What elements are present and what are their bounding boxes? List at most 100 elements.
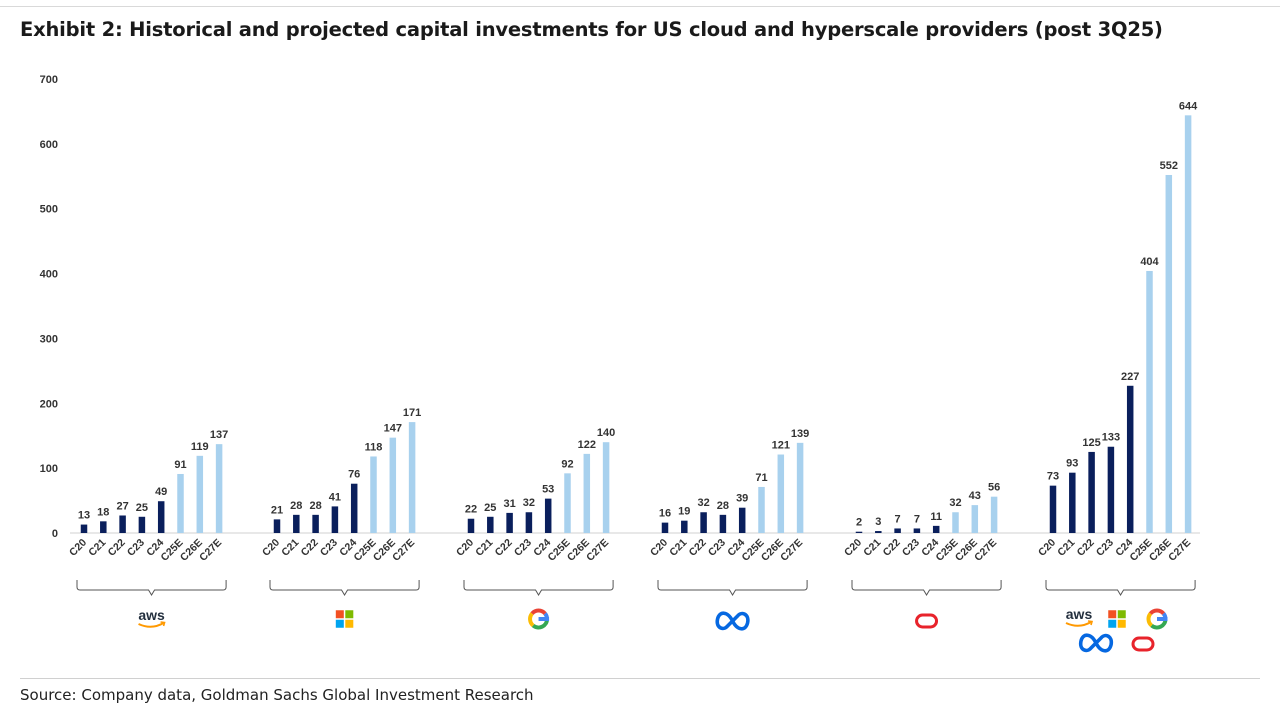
google-logo-arc [530, 608, 547, 615]
bar [350, 483, 358, 533]
microsoft-logo [1108, 610, 1126, 628]
y-tick-label: 0 [52, 528, 58, 540]
data-label: 49 [155, 486, 167, 498]
aws-smile [138, 622, 165, 628]
microsoft-logo-square [345, 610, 354, 619]
data-label: 19 [678, 506, 690, 518]
microsoft-logo-square [1108, 619, 1117, 628]
bar [408, 422, 416, 533]
data-label: 133 [1102, 432, 1120, 444]
source-note: Source: Company data, Goldman Sachs Glob… [20, 686, 534, 704]
bar [602, 442, 610, 533]
bar [157, 501, 165, 533]
bar [894, 528, 901, 533]
y-tick-label: 400 [40, 269, 58, 281]
x-tick-label: C21 [667, 537, 689, 559]
y-axis: 0 100 200 300 400 500 600 700 [40, 74, 58, 540]
bar [1107, 446, 1115, 533]
bar [719, 514, 727, 533]
data-label: 25 [136, 502, 148, 514]
bar [370, 456, 377, 533]
data-label: 39 [736, 493, 748, 505]
data-label: 11 [930, 511, 942, 523]
data-label: 139 [791, 428, 809, 440]
y-tick-label: 200 [40, 398, 58, 410]
y-tick-label: 100 [40, 463, 58, 475]
x-tick-label: C27E [778, 537, 805, 564]
microsoft-logo-square [335, 619, 344, 628]
bar [1088, 451, 1095, 533]
data-label: 22 [465, 504, 477, 516]
x-tick-label: C20 [1036, 537, 1058, 559]
x-tick-label: C21 [861, 537, 883, 559]
aws-logo: aws [1065, 606, 1094, 627]
chart-title: Exhibit 2: Historical and projected capi… [20, 18, 1163, 41]
bar [1069, 472, 1076, 533]
google-logo-bar [538, 617, 550, 621]
x-tick-label: C20 [842, 537, 864, 559]
y-tick-label: 500 [40, 204, 58, 216]
data-label: 552 [1160, 160, 1178, 172]
data-label: 3 [875, 516, 881, 528]
x-tick-label: C27E [972, 537, 999, 564]
data-label: 7 [914, 513, 920, 525]
bar [661, 522, 669, 533]
x-tick-label: C20 [648, 537, 670, 559]
data-label: 125 [1082, 437, 1100, 449]
data-label: 18 [97, 506, 109, 518]
x-tick-label: C27E [584, 537, 611, 564]
data-label: 118 [365, 441, 383, 453]
aws-logo-text: aws [1066, 606, 1093, 622]
bar-group: 13C2018C2127C2225C2349C2491C25E119C26E13… [67, 429, 228, 564]
bar [80, 524, 88, 533]
x-tick-label: C23 [1094, 537, 1116, 559]
data-label: 32 [523, 497, 535, 509]
google-logo [528, 608, 550, 630]
x-tick-label: C22 [106, 537, 128, 559]
x-tick-label: C27E [197, 537, 224, 564]
x-tick-label: C22 [881, 537, 903, 559]
x-tick-label: C20 [454, 537, 476, 559]
data-label: 13 [78, 510, 90, 522]
data-label: 41 [329, 491, 341, 503]
bar [777, 454, 785, 533]
data-label: 171 [403, 407, 421, 419]
google-logo-arc [1148, 608, 1166, 615]
bar [971, 505, 979, 533]
bar [1146, 270, 1153, 533]
bar [506, 512, 513, 533]
x-tick-label: C22 [299, 537, 321, 559]
bottom-rule [20, 678, 1260, 679]
data-label: 404 [1140, 256, 1159, 268]
data-label: 121 [772, 440, 790, 452]
bar [467, 518, 475, 533]
bar [990, 496, 998, 533]
bar-group: 22C2025C2131C2232C2353C2492C25E122C26E14… [454, 427, 615, 563]
microsoft-logo-square [1108, 610, 1117, 619]
aws-smile [1065, 621, 1092, 627]
bar [681, 520, 688, 533]
data-label: 76 [348, 469, 360, 481]
bar [564, 473, 571, 533]
bar [273, 519, 281, 533]
bar [100, 521, 107, 533]
data-label: 28 [309, 500, 321, 512]
bar [196, 455, 204, 533]
data-label: 43 [969, 490, 981, 502]
data-label: 147 [384, 423, 402, 435]
microsoft-logo-square [1117, 610, 1126, 619]
x-tick-label: C20 [67, 537, 89, 559]
bar [293, 514, 300, 533]
data-label: 25 [484, 502, 496, 514]
aws-logo-text: aws [138, 607, 165, 623]
google-logo-arc [528, 612, 535, 628]
x-tick-label: C21 [86, 537, 108, 559]
bar [138, 516, 146, 533]
bar [1126, 385, 1134, 533]
bar [875, 531, 882, 533]
data-label: 140 [597, 427, 615, 439]
bar [855, 531, 863, 533]
bar [177, 473, 184, 533]
bar [700, 512, 707, 533]
bar-group: 16C2019C2132C2228C2339C2471C25E121C26E13… [648, 428, 809, 564]
